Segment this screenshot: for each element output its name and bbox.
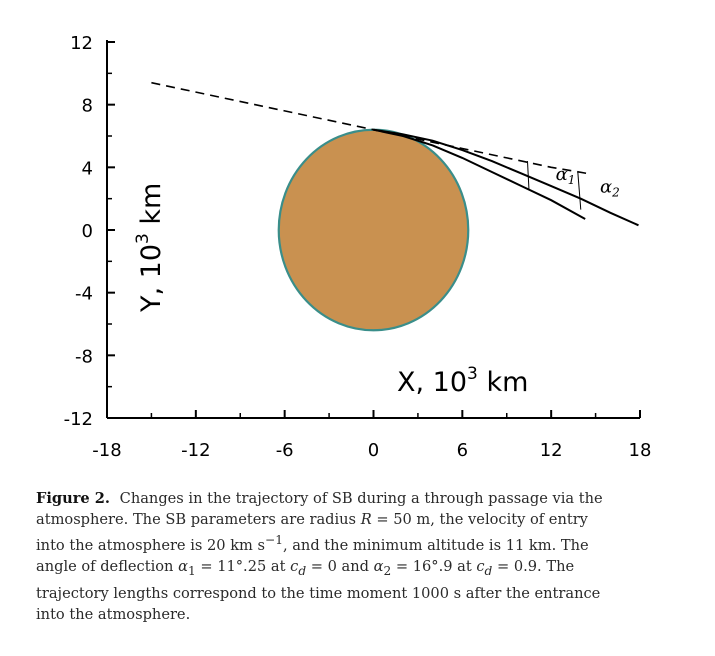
x-tick-label: -18 <box>92 440 121 461</box>
x-tick-label: -6 <box>276 440 294 461</box>
y-tick-label: 12 <box>70 33 93 54</box>
caption-line: Changes in the trajectory of SB during a… <box>119 490 603 507</box>
y-tick-label: 8 <box>82 96 93 117</box>
tick-layer: -18 -12 -6 0 6 12 18 12 8 4 0 -4 -8 -12 <box>64 33 652 461</box>
x-tick-label: 6 <box>457 440 468 461</box>
caption-line: into the atmosphere is 20 km s−1, and th… <box>36 533 589 555</box>
y-tick-label: -4 <box>75 284 93 305</box>
y-tick-label: -8 <box>75 346 93 367</box>
angle-marker-2 <box>577 171 582 210</box>
y-axis-title: Y, 103 km <box>133 183 167 313</box>
y-tick-label: 0 <box>82 221 93 242</box>
figure: -18 -12 -6 0 6 12 18 12 8 4 0 -4 -8 -12 α1 α2 X, 103 k… <box>64 33 652 461</box>
x-tick-label: 0 <box>368 440 379 461</box>
x-tick-label: 12 <box>540 440 563 461</box>
x-tick-label: 18 <box>629 440 652 461</box>
annotation-layer: α1 α2 <box>526 161 620 210</box>
angle-label-1: α1 <box>556 164 576 187</box>
caption-line: angle of deflection α1 = 11°.25 at cd = … <box>36 558 575 579</box>
figure-caption: Figure 2. Changes in the trajectory of S… <box>36 488 686 625</box>
series-line-2 <box>373 128 586 220</box>
x-axis-title: X, 103 km <box>397 364 528 398</box>
angle-marker-1 <box>526 161 530 190</box>
caption-line: atmosphere. The SB parameters are radius… <box>36 511 588 529</box>
series-line-3 <box>373 128 639 227</box>
caption-label: Figure 2. <box>36 490 111 507</box>
caption-line: trajectory lengths correspond to the tim… <box>36 584 601 602</box>
x-tick-label: -12 <box>181 440 210 461</box>
axis-title-layer: X, 103 km Y, 103 km <box>133 183 528 398</box>
planet-layer <box>277 128 470 332</box>
y-tick-label: 4 <box>82 158 93 179</box>
y-tick-label: -12 <box>64 409 93 430</box>
series-layer <box>151 81 639 227</box>
angle-label-2: α2 <box>600 176 620 199</box>
caption-line: into the atmosphere. <box>36 605 191 623</box>
trajectory-chart: -18 -12 -6 0 6 12 18 12 8 4 0 -4 -8 -12 α1 α2 X, 103 k… <box>64 33 652 461</box>
planet-disk <box>277 128 470 332</box>
